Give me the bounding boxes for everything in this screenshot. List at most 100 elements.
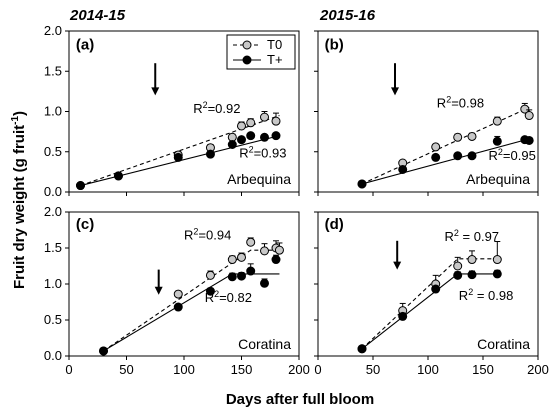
y-tick-label: 2.0: [44, 204, 62, 219]
data-point-tplus: [453, 270, 463, 280]
y-tick-label: 0.5: [44, 312, 62, 327]
data-point-tplus: [467, 270, 477, 280]
panel-letter: (c): [76, 216, 94, 233]
data-point-tplus: [260, 132, 269, 142]
data-point-tplus: [492, 269, 502, 279]
plot-frame: [317, 211, 539, 357]
panel-c: 0.0 0.5 1.0 1.5 2.0 0 50 100 150 200 (c) Coratina R2…: [44, 204, 310, 377]
panel-b: (b) Arbequina R2=0.98 R2=0.95: [314, 30, 539, 196]
r2-label-tplus: R2=0.82: [205, 289, 252, 305]
y-tick-label: 1.0: [44, 276, 62, 291]
data-point-tplus: [237, 135, 246, 145]
x-tick-label: 0: [65, 362, 72, 377]
data-point-t0: [271, 116, 281, 126]
data-point-t0: [205, 270, 215, 280]
data-point-t0: [246, 118, 256, 128]
data-point-tplus: [431, 284, 441, 294]
data-point-tplus: [357, 344, 367, 354]
plot-frame: [317, 30, 539, 193]
panel-letter: (d): [325, 216, 344, 233]
data-point-t0: [431, 142, 441, 152]
data-point-tplus: [357, 179, 367, 189]
data-point-tplus: [76, 181, 85, 191]
data-point-t0: [237, 252, 246, 262]
panel-d: 0 50 100 150 200 (d) Coratina R2 = 0.97 R2 = 0.9…: [314, 211, 549, 377]
legend-label-t0: T0: [267, 37, 282, 52]
data-point-tplus: [271, 255, 281, 265]
panels-group: 0.0 0.5 1.0 1.5 2.0 (a) Arbequina R2=0.92 R2=0.9…: [44, 23, 549, 377]
data-point-tplus: [260, 278, 269, 288]
data-point-tplus: [453, 151, 463, 161]
data-point-t0: [173, 289, 183, 299]
arrow-head: [391, 87, 399, 96]
fit-line-t0: [103, 249, 280, 352]
fit-line-t0: [361, 258, 498, 350]
y-tick-label: 1.0: [44, 104, 62, 119]
r2-label-t0: R2=0.92: [193, 100, 240, 116]
x-axis-title: Days after full bloom: [226, 391, 374, 408]
legend: T0T+: [226, 34, 296, 70]
data-point-t0: [524, 111, 534, 121]
data-point-t0: [260, 112, 269, 122]
legend-marker-t0: [242, 40, 252, 50]
r2-label-t0: R2 = 0.97: [445, 228, 500, 244]
data-point-tplus: [246, 131, 256, 141]
fit-line-t0: [80, 115, 280, 187]
r2-label-tplus: R2=0.93: [239, 144, 286, 160]
y-tick-label: 0.0: [44, 348, 62, 363]
data-point-t0: [467, 131, 477, 141]
fit-line-tplus: [361, 138, 530, 185]
data-point-tplus: [113, 171, 123, 181]
data-point-t0: [260, 246, 269, 256]
data-point-tplus: [227, 140, 237, 150]
legend-box: [226, 34, 296, 70]
r2-label-tplus: R2 = 0.98: [459, 287, 514, 303]
data-point-t0: [453, 132, 463, 142]
data-point-t0: [237, 121, 246, 131]
data-point-t0: [453, 261, 463, 271]
r2-label-t0: R2=0.94: [184, 226, 231, 242]
season-label-right: 2015-16: [319, 7, 376, 24]
fit-line-t0: [361, 106, 530, 185]
data-point-tplus: [431, 152, 441, 162]
data-point-t0: [467, 255, 477, 265]
x-tick-label: 50: [366, 362, 380, 377]
data-point-t0: [274, 245, 284, 255]
arrow-head: [151, 87, 160, 96]
x-tick-label: 50: [119, 362, 133, 377]
arrow-head: [393, 261, 402, 270]
y-tick-label: 0.0: [44, 184, 62, 199]
legend-marker-tplus: [242, 55, 252, 65]
season-label-left: 2014-15: [69, 7, 126, 24]
x-tick-label: 200: [288, 362, 310, 377]
y-tick-label: 1.5: [44, 240, 62, 255]
x-tick-label: 150: [472, 362, 494, 377]
panel-letter: (a): [76, 37, 94, 54]
y-axis-title: Fruit dry weight (g fruit-1): [10, 111, 28, 289]
cultivar-label: Coratina: [477, 336, 530, 352]
data-point-tplus: [205, 149, 215, 159]
r2-label-tplus: R2=0.95: [489, 147, 536, 163]
panel-a: 0.0 0.5 1.0 1.5 2.0 (a) Arbequina R2=0.92 R2=0.9…: [44, 23, 300, 199]
data-point-tplus: [246, 266, 256, 276]
legend-label-tplus: T+: [267, 52, 283, 67]
data-point-tplus: [524, 135, 534, 145]
data-point-tplus: [398, 311, 408, 321]
data-point-tplus: [227, 272, 237, 282]
x-tick-label: 200: [527, 362, 549, 377]
x-tick-label: 100: [417, 362, 439, 377]
y-tick-label: 0.5: [44, 144, 62, 159]
y-tick-label: 1.5: [44, 63, 62, 78]
data-point-tplus: [398, 164, 408, 174]
data-point-tplus: [467, 151, 477, 161]
data-point-tplus: [173, 152, 183, 162]
panel-letter: (b): [325, 37, 344, 54]
data-point-tplus: [173, 302, 183, 312]
data-point-t0: [492, 255, 502, 265]
data-point-tplus: [271, 131, 281, 141]
data-point-tplus: [237, 271, 246, 281]
y-tick-label: 2.0: [44, 23, 62, 38]
arrow-head: [154, 286, 163, 295]
r2-label-t0: R2=0.98: [437, 94, 484, 110]
